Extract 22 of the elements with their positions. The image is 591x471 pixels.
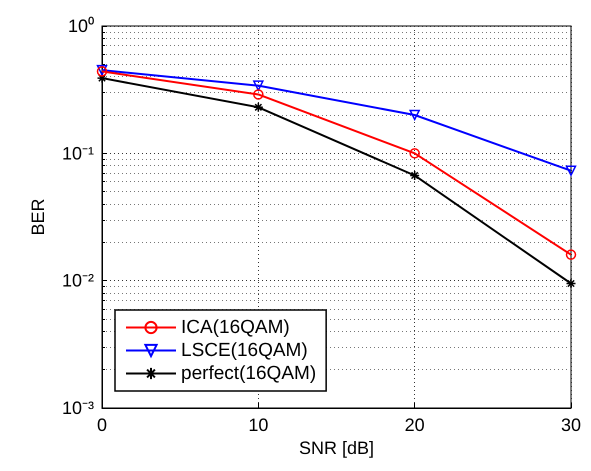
x-axis-title: SNR [dB] [298,438,374,458]
y-tick-label: 10⁻² [62,270,94,291]
point [566,278,576,289]
legend-label: LSCE(16QAM) [181,340,308,361]
point [566,249,576,260]
y-tick-label: 10⁻¹ [62,143,94,164]
point [253,80,264,91]
y-tick-label: 10⁻³ [62,398,94,418]
point [409,110,420,120]
y-tick-label: 10⁰ [68,16,94,36]
legend-label: ICA(16QAM) [181,317,290,338]
point [253,102,264,113]
x-tick-label: 30 [560,415,582,435]
point [409,148,420,159]
x-tick-label: 20 [404,415,425,435]
legend-label: perfect(16QAM) [181,363,316,384]
x-tick-label: 10 [248,415,268,435]
point [253,89,264,100]
point [409,170,420,181]
y-axis-title: BER [28,198,48,236]
point [566,165,576,176]
x-tick-label: 0 [96,415,108,435]
